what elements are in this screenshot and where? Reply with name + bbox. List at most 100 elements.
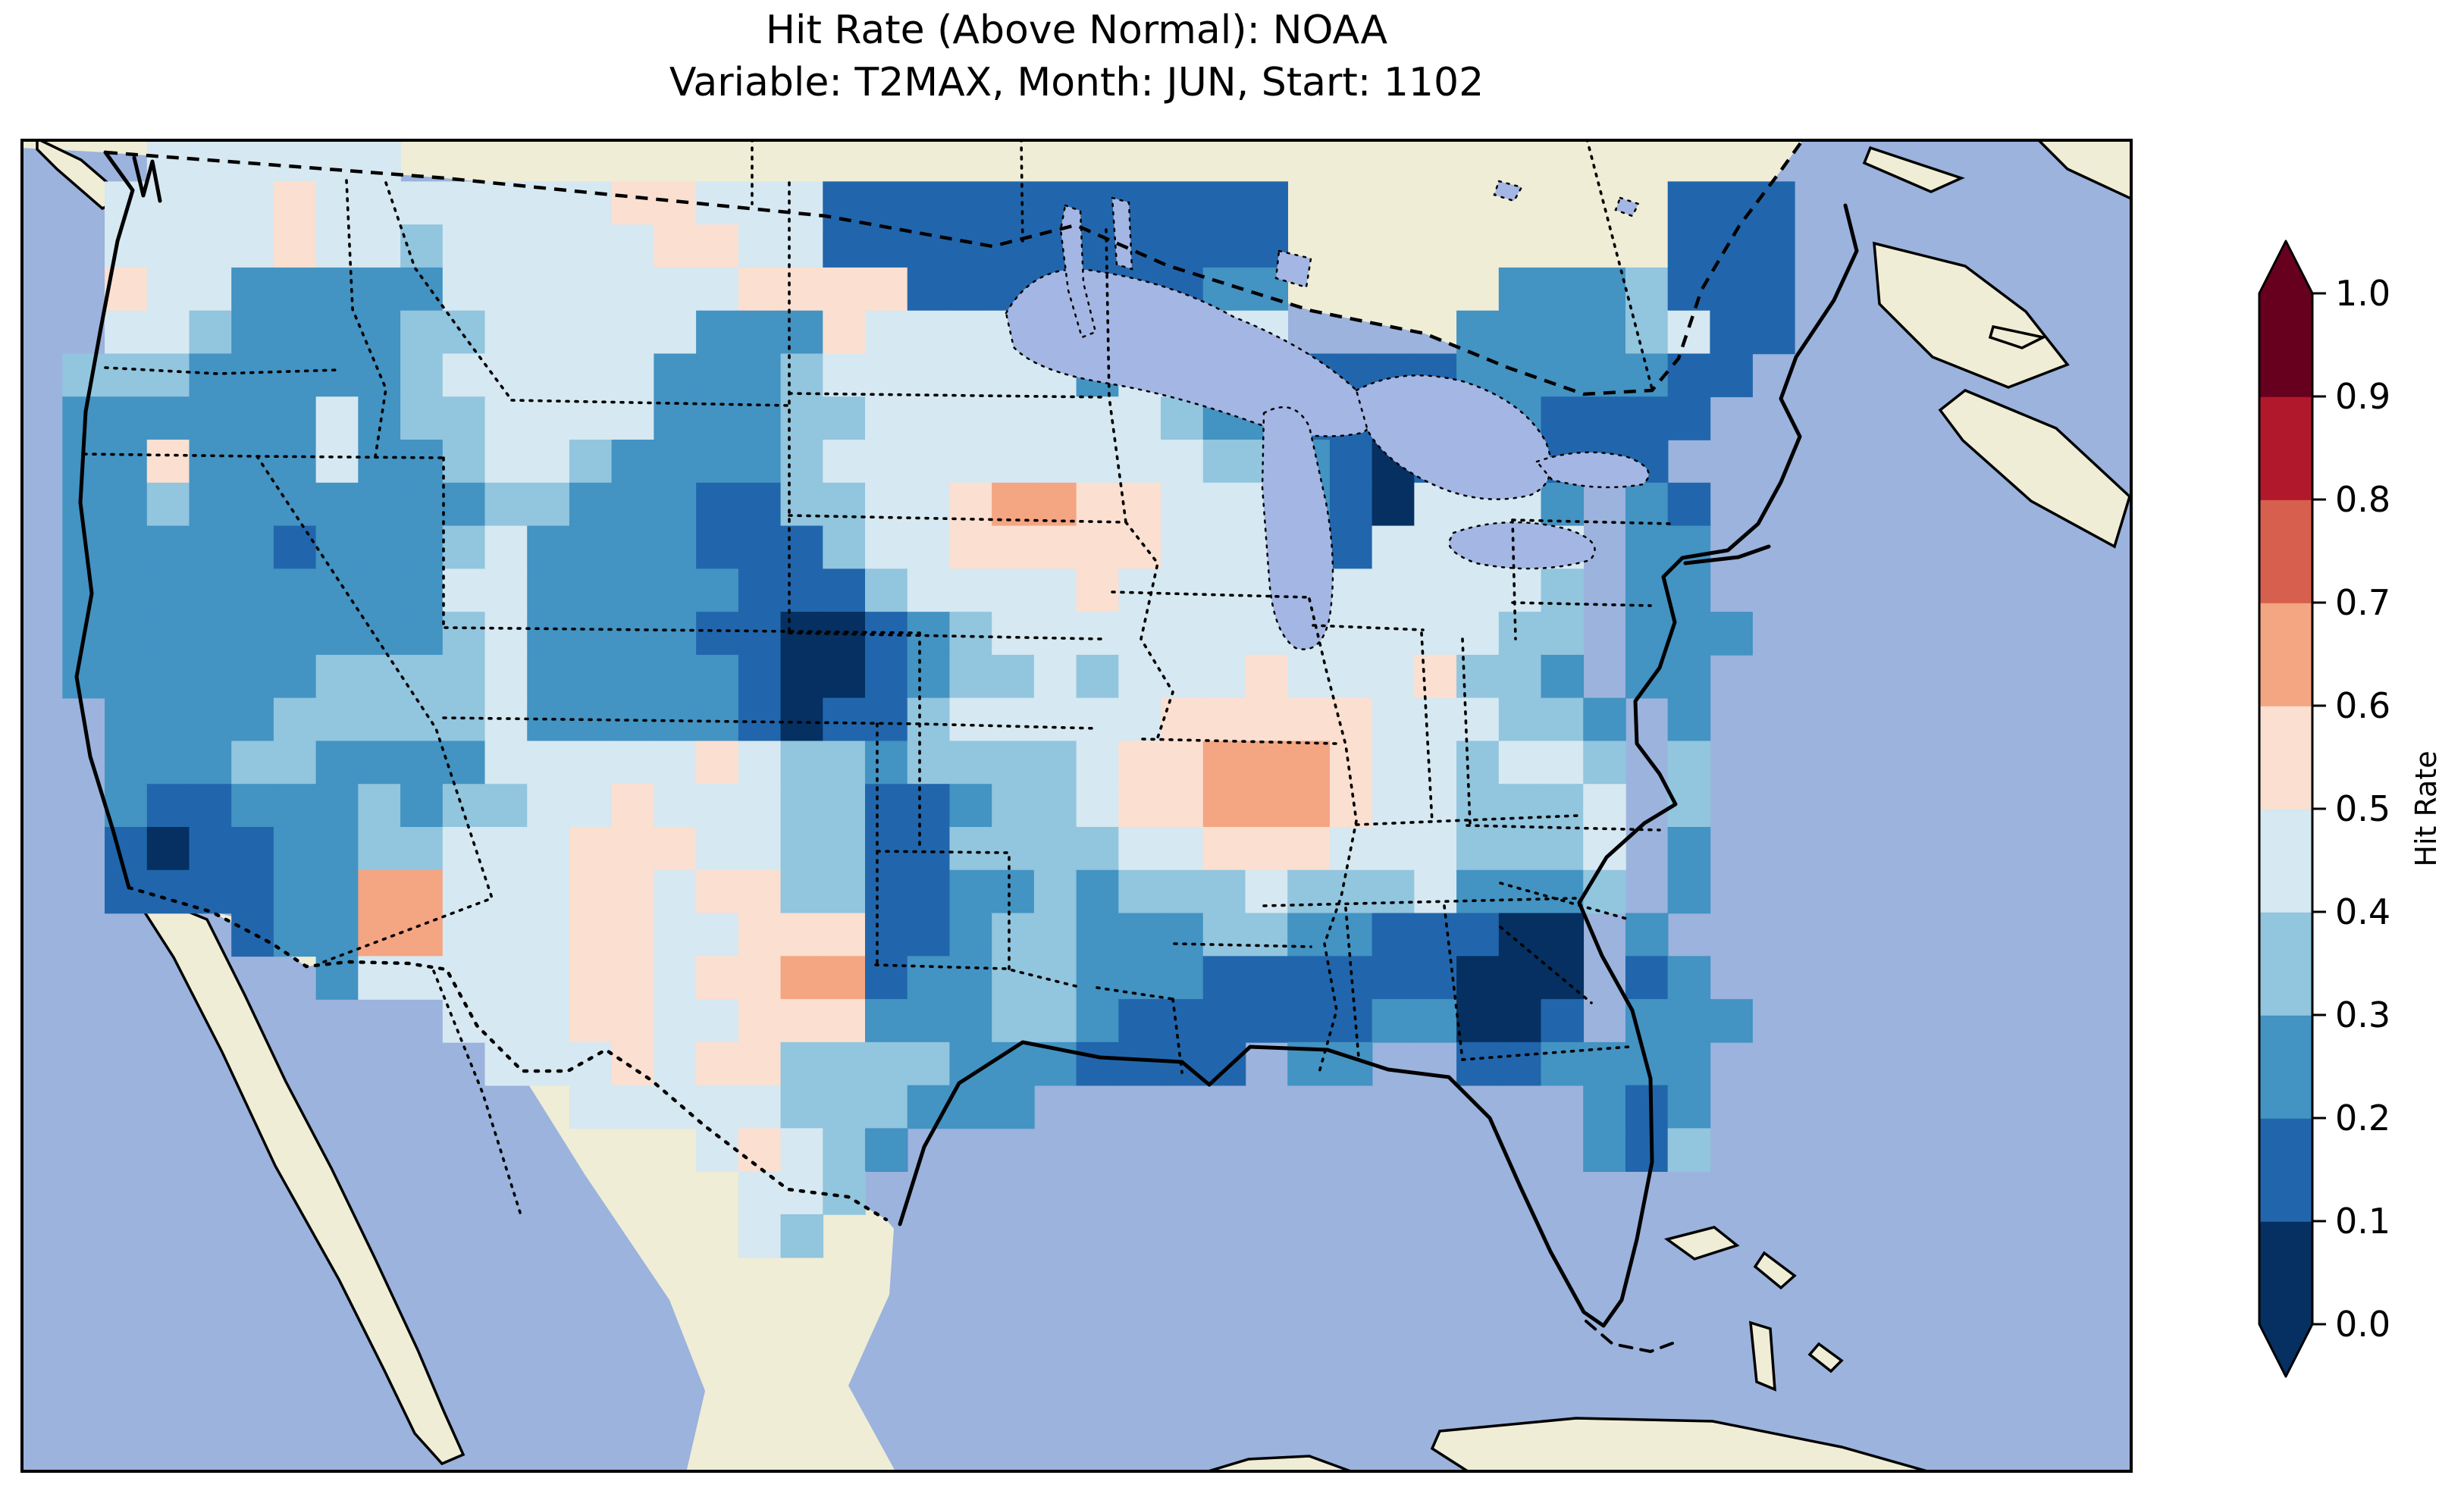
hit-rate-cell	[189, 482, 232, 527]
state-border-line	[1585, 139, 1654, 390]
hit-rate-cell	[1498, 999, 1542, 1043]
colorbar-tick-label: 0.9	[2335, 376, 2390, 417]
lake-nipigon	[1274, 249, 1312, 289]
hit-rate-cell	[1287, 999, 1331, 1043]
hit-rate-cell	[1245, 826, 1288, 871]
state-border-line	[104, 366, 340, 375]
hit-rate-cell	[1033, 697, 1077, 742]
hit-rate-cell	[1583, 267, 1626, 312]
colorbar-segment	[2259, 603, 2312, 706]
hit-rate-cell	[1667, 1085, 1711, 1129]
hit-rate-cell	[1667, 869, 1711, 914]
hit-rate-cell	[1541, 612, 1585, 656]
hit-rate-cell	[1498, 956, 1542, 1000]
hit-rate-cell	[358, 784, 401, 828]
hit-rate-cell	[865, 568, 908, 612]
hit-rate-cell	[611, 869, 655, 914]
hit-rate-cell	[1625, 396, 1669, 440]
us-hit-rate-map	[20, 139, 2133, 1473]
hit-rate-cell	[1541, 741, 1585, 785]
hit-rate-cell	[569, 741, 613, 785]
hit-rate-cell	[654, 784, 697, 828]
hit-rate-cell	[738, 913, 782, 957]
hit-rate-cell	[611, 654, 655, 699]
hit-rate-cell	[780, 956, 824, 1000]
bahamas-island	[1753, 1251, 1797, 1290]
hit-rate-cell	[1202, 654, 1246, 699]
hit-rate-cell	[1456, 913, 1500, 957]
hit-rate-cell	[189, 181, 232, 225]
hit-rate-cell	[1541, 353, 1585, 398]
hit-rate-cell	[1076, 826, 1120, 871]
hit-rate-cell	[654, 267, 697, 312]
hit-rate-cell	[654, 181, 697, 225]
state-border-line	[1020, 139, 1024, 246]
state-border-line	[255, 455, 494, 963]
hit-rate-cell	[358, 396, 401, 440]
hit-rate-cell	[527, 525, 570, 570]
hit-rate-cell	[273, 181, 317, 225]
hit-rate-cell	[1329, 440, 1373, 484]
hit-rate-cell	[146, 310, 190, 355]
hit-rate-cell	[823, 224, 866, 268]
hit-rate-cell	[907, 525, 951, 570]
yucatan-hint	[1202, 1455, 1356, 1473]
hit-rate-cell	[231, 826, 274, 871]
hit-rate-cell	[780, 181, 824, 225]
colorbar-tick-label: 0.5	[2335, 788, 2390, 829]
hit-rate-cell	[865, 826, 908, 871]
hit-rate-cell	[231, 913, 274, 957]
hit-rate-cell	[865, 267, 908, 312]
hit-rate-cell	[1541, 396, 1585, 440]
hit-rate-cell	[1414, 999, 1457, 1043]
hit-rate-cell	[780, 913, 824, 957]
hit-rate-cell	[527, 224, 570, 268]
hit-rate-cell	[696, 654, 739, 699]
hit-rate-cell	[1033, 784, 1077, 828]
hit-rate-cell	[1372, 654, 1415, 699]
hit-rate-cell	[400, 741, 444, 785]
hit-rate-cell	[1625, 482, 1669, 527]
hit-rate-cell	[611, 568, 655, 612]
title-line-2: Variable: T2MAX, Month: JUN, Start: 1102	[669, 59, 1484, 105]
hit-rate-cell	[442, 267, 486, 312]
anticosti-island	[1862, 146, 1965, 193]
hit-rate-cell	[1033, 869, 1077, 914]
hit-rate-cell	[1498, 697, 1542, 742]
state-border-line	[1511, 518, 1517, 641]
hit-rate-cell	[907, 1085, 951, 1129]
hit-rate-cell	[738, 741, 782, 785]
hit-rate-cell	[865, 913, 908, 957]
colorbar-segment	[2259, 809, 2312, 913]
hit-rate-cell	[1414, 956, 1457, 1000]
hit-rate-cell	[1710, 612, 1753, 656]
hit-rate-cell	[907, 913, 951, 957]
hit-rate-cell	[146, 741, 190, 785]
hit-rate-cell	[1667, 956, 1711, 1000]
hit-rate-cell	[949, 440, 992, 484]
hit-rate-cell	[1752, 181, 1795, 225]
lake-manitoba	[1111, 196, 1133, 271]
hit-rate-cell	[527, 784, 570, 828]
hit-rate-cell	[949, 267, 992, 312]
hit-rate-cell	[1161, 612, 1204, 656]
hit-rate-cell	[1625, 956, 1669, 1000]
hit-rate-cell	[1667, 181, 1711, 225]
state-border-line	[1443, 904, 1464, 1061]
hit-rate-cell	[569, 568, 613, 612]
hit-rate-cell	[949, 310, 992, 355]
hit-rate-cell	[1625, 999, 1669, 1043]
map-frame	[20, 139, 2133, 1473]
hit-rate-cell	[484, 1041, 528, 1086]
hit-rate-cell	[696, 525, 739, 570]
hit-rate-cell	[1498, 654, 1542, 699]
hit-rate-cell	[527, 826, 570, 871]
state-border-line	[1317, 942, 1338, 1076]
hit-rate-cell	[146, 482, 190, 527]
hit-rate-cell	[484, 869, 528, 914]
hit-rate-cell	[315, 913, 359, 957]
hit-rate-cell	[1667, 826, 1711, 871]
hit-rate-cell	[527, 353, 570, 398]
hit-rate-cell	[315, 869, 359, 914]
hit-rate-cell	[780, 1085, 824, 1129]
